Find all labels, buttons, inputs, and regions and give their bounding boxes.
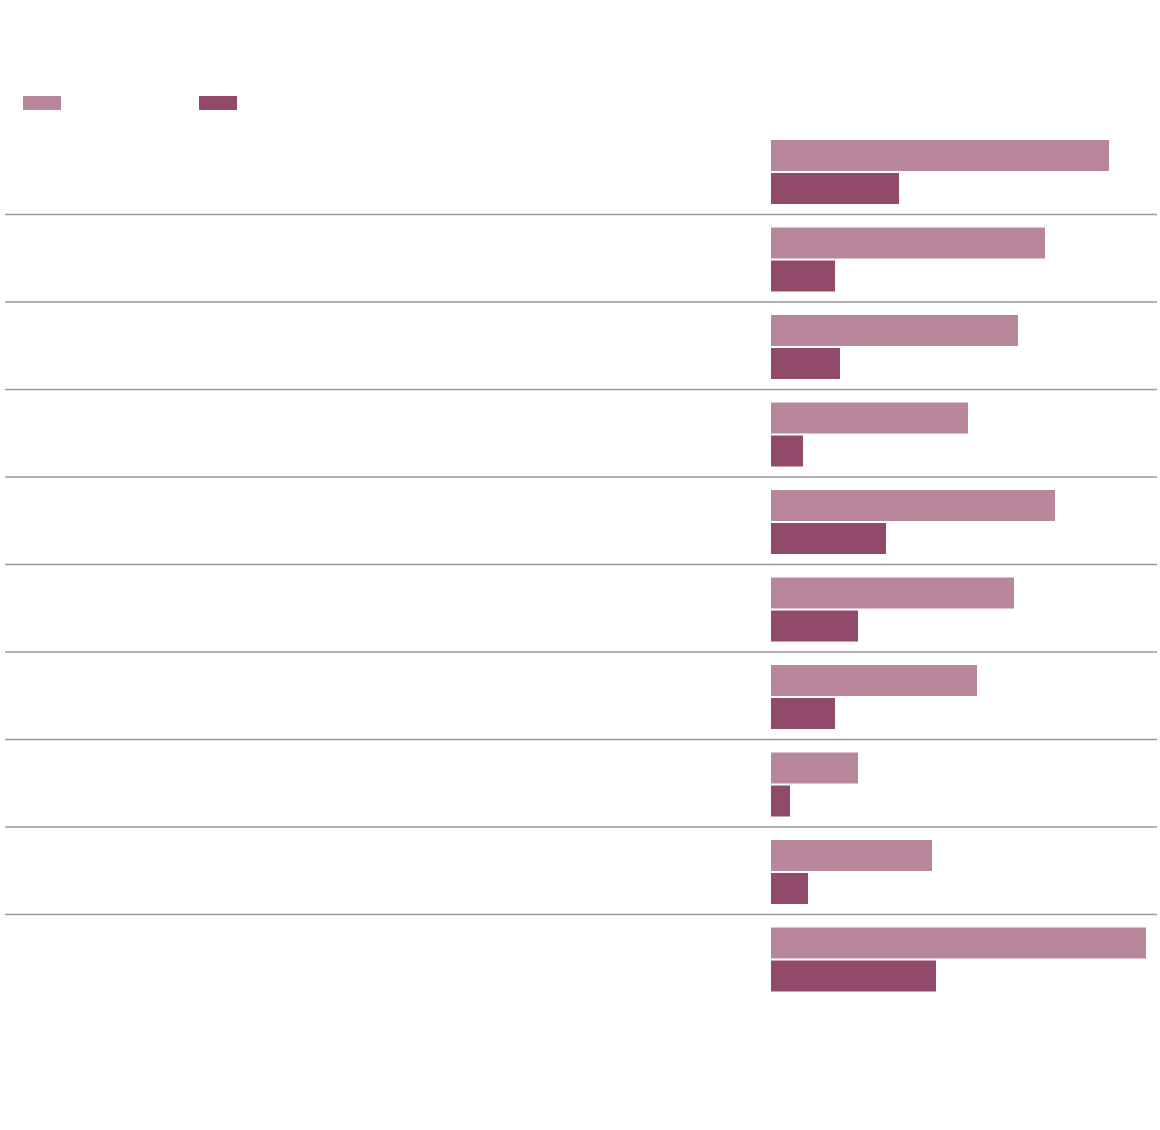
bar	[771, 140, 1109, 171]
bar	[771, 435, 803, 467]
bar	[771, 402, 968, 434]
bar	[771, 785, 790, 817]
bar	[771, 260, 835, 292]
bar	[771, 315, 1018, 346]
legend-swatch	[199, 96, 237, 110]
bar	[771, 960, 936, 992]
bar	[771, 873, 808, 904]
bar	[771, 927, 1146, 959]
bar	[771, 348, 840, 379]
bar	[771, 840, 932, 871]
bar	[771, 490, 1055, 521]
bar	[771, 227, 1045, 259]
bar	[771, 523, 886, 554]
legend-swatch	[23, 96, 61, 110]
bar	[771, 752, 858, 784]
bar	[771, 577, 1014, 609]
bar	[771, 698, 835, 729]
bar	[771, 173, 899, 204]
bar	[771, 665, 977, 696]
bar	[771, 610, 858, 642]
